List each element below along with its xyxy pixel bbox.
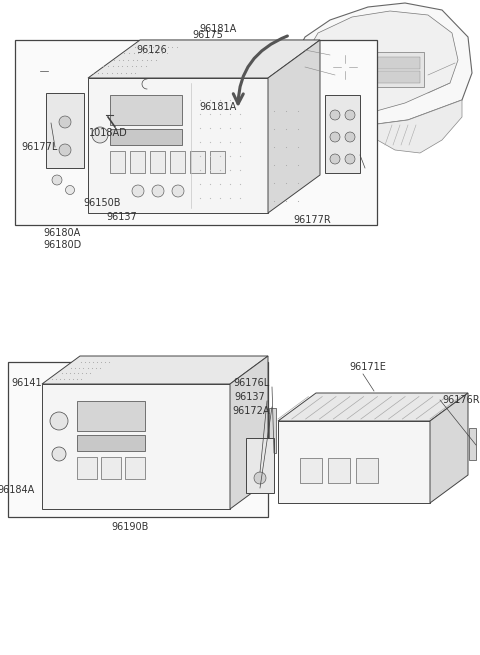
Circle shape xyxy=(323,45,367,89)
Text: 96180A: 96180A xyxy=(43,228,81,238)
Polygon shape xyxy=(210,47,230,105)
Circle shape xyxy=(59,144,71,156)
Polygon shape xyxy=(88,78,268,213)
Circle shape xyxy=(92,127,108,143)
Circle shape xyxy=(330,132,340,142)
Text: 96177R: 96177R xyxy=(293,215,331,225)
Bar xyxy=(376,71,420,83)
Bar xyxy=(269,408,276,453)
Polygon shape xyxy=(42,384,230,509)
Text: 96150B: 96150B xyxy=(83,198,121,208)
Bar xyxy=(101,457,121,479)
Circle shape xyxy=(341,63,349,71)
Circle shape xyxy=(132,185,144,197)
Text: 96180D: 96180D xyxy=(43,240,81,250)
Bar xyxy=(190,151,205,173)
Text: 96141: 96141 xyxy=(12,378,42,388)
Circle shape xyxy=(107,112,113,118)
Polygon shape xyxy=(32,63,210,105)
Circle shape xyxy=(330,110,340,120)
Circle shape xyxy=(65,185,74,195)
Circle shape xyxy=(333,55,357,79)
Circle shape xyxy=(330,154,340,164)
Circle shape xyxy=(172,185,184,197)
Polygon shape xyxy=(198,50,226,69)
Bar xyxy=(110,129,182,145)
Text: 96137: 96137 xyxy=(107,212,137,222)
Circle shape xyxy=(152,185,164,197)
Circle shape xyxy=(345,132,355,142)
Bar xyxy=(170,151,185,173)
Bar xyxy=(125,457,145,479)
Polygon shape xyxy=(42,356,268,384)
Text: 96177L: 96177L xyxy=(22,142,58,152)
Polygon shape xyxy=(430,393,468,503)
Bar xyxy=(110,151,125,173)
Text: 96181A: 96181A xyxy=(199,24,237,34)
Bar xyxy=(210,151,225,173)
Polygon shape xyxy=(226,45,232,69)
Circle shape xyxy=(345,154,355,164)
Text: 96181A: 96181A xyxy=(199,102,237,112)
Polygon shape xyxy=(230,356,268,509)
Bar xyxy=(246,438,274,493)
Bar xyxy=(150,151,165,173)
Bar xyxy=(8,362,268,517)
Bar xyxy=(469,428,476,460)
Polygon shape xyxy=(305,11,458,115)
Circle shape xyxy=(59,116,71,128)
Polygon shape xyxy=(278,421,430,503)
Circle shape xyxy=(36,60,40,66)
Text: 1018AD: 1018AD xyxy=(89,128,127,138)
Bar xyxy=(212,93,222,101)
Text: 96172A: 96172A xyxy=(232,406,270,416)
Text: 96184A: 96184A xyxy=(0,485,35,495)
Bar xyxy=(328,458,350,483)
Bar xyxy=(201,53,223,58)
Bar xyxy=(212,81,222,89)
Circle shape xyxy=(52,175,62,185)
Text: 96176R: 96176R xyxy=(442,395,480,405)
Bar xyxy=(130,151,145,173)
Circle shape xyxy=(52,447,66,461)
Polygon shape xyxy=(32,47,230,63)
Bar xyxy=(356,458,378,483)
Bar xyxy=(212,69,222,77)
Text: 96175: 96175 xyxy=(192,30,223,40)
Polygon shape xyxy=(305,100,462,153)
Polygon shape xyxy=(268,40,320,213)
Text: 96190B: 96190B xyxy=(111,522,149,532)
Bar xyxy=(77,435,145,451)
Bar xyxy=(62,71,90,81)
Text: 96126: 96126 xyxy=(137,45,168,55)
Polygon shape xyxy=(292,3,472,127)
Circle shape xyxy=(345,110,355,120)
Text: 96176L: 96176L xyxy=(234,378,270,388)
Polygon shape xyxy=(88,40,320,78)
Text: 96171E: 96171E xyxy=(349,362,386,372)
Polygon shape xyxy=(278,393,468,421)
Circle shape xyxy=(254,472,266,484)
Text: 96137: 96137 xyxy=(234,392,265,402)
Bar xyxy=(300,458,322,483)
Bar xyxy=(372,52,424,87)
Bar xyxy=(325,95,360,173)
Bar xyxy=(110,95,182,125)
Bar xyxy=(46,93,84,168)
Bar xyxy=(77,401,145,431)
Bar xyxy=(376,57,420,69)
Polygon shape xyxy=(198,45,232,50)
Bar xyxy=(62,87,117,95)
Bar xyxy=(15,40,377,225)
Bar xyxy=(77,457,97,479)
Bar xyxy=(201,61,223,66)
Circle shape xyxy=(50,412,68,430)
